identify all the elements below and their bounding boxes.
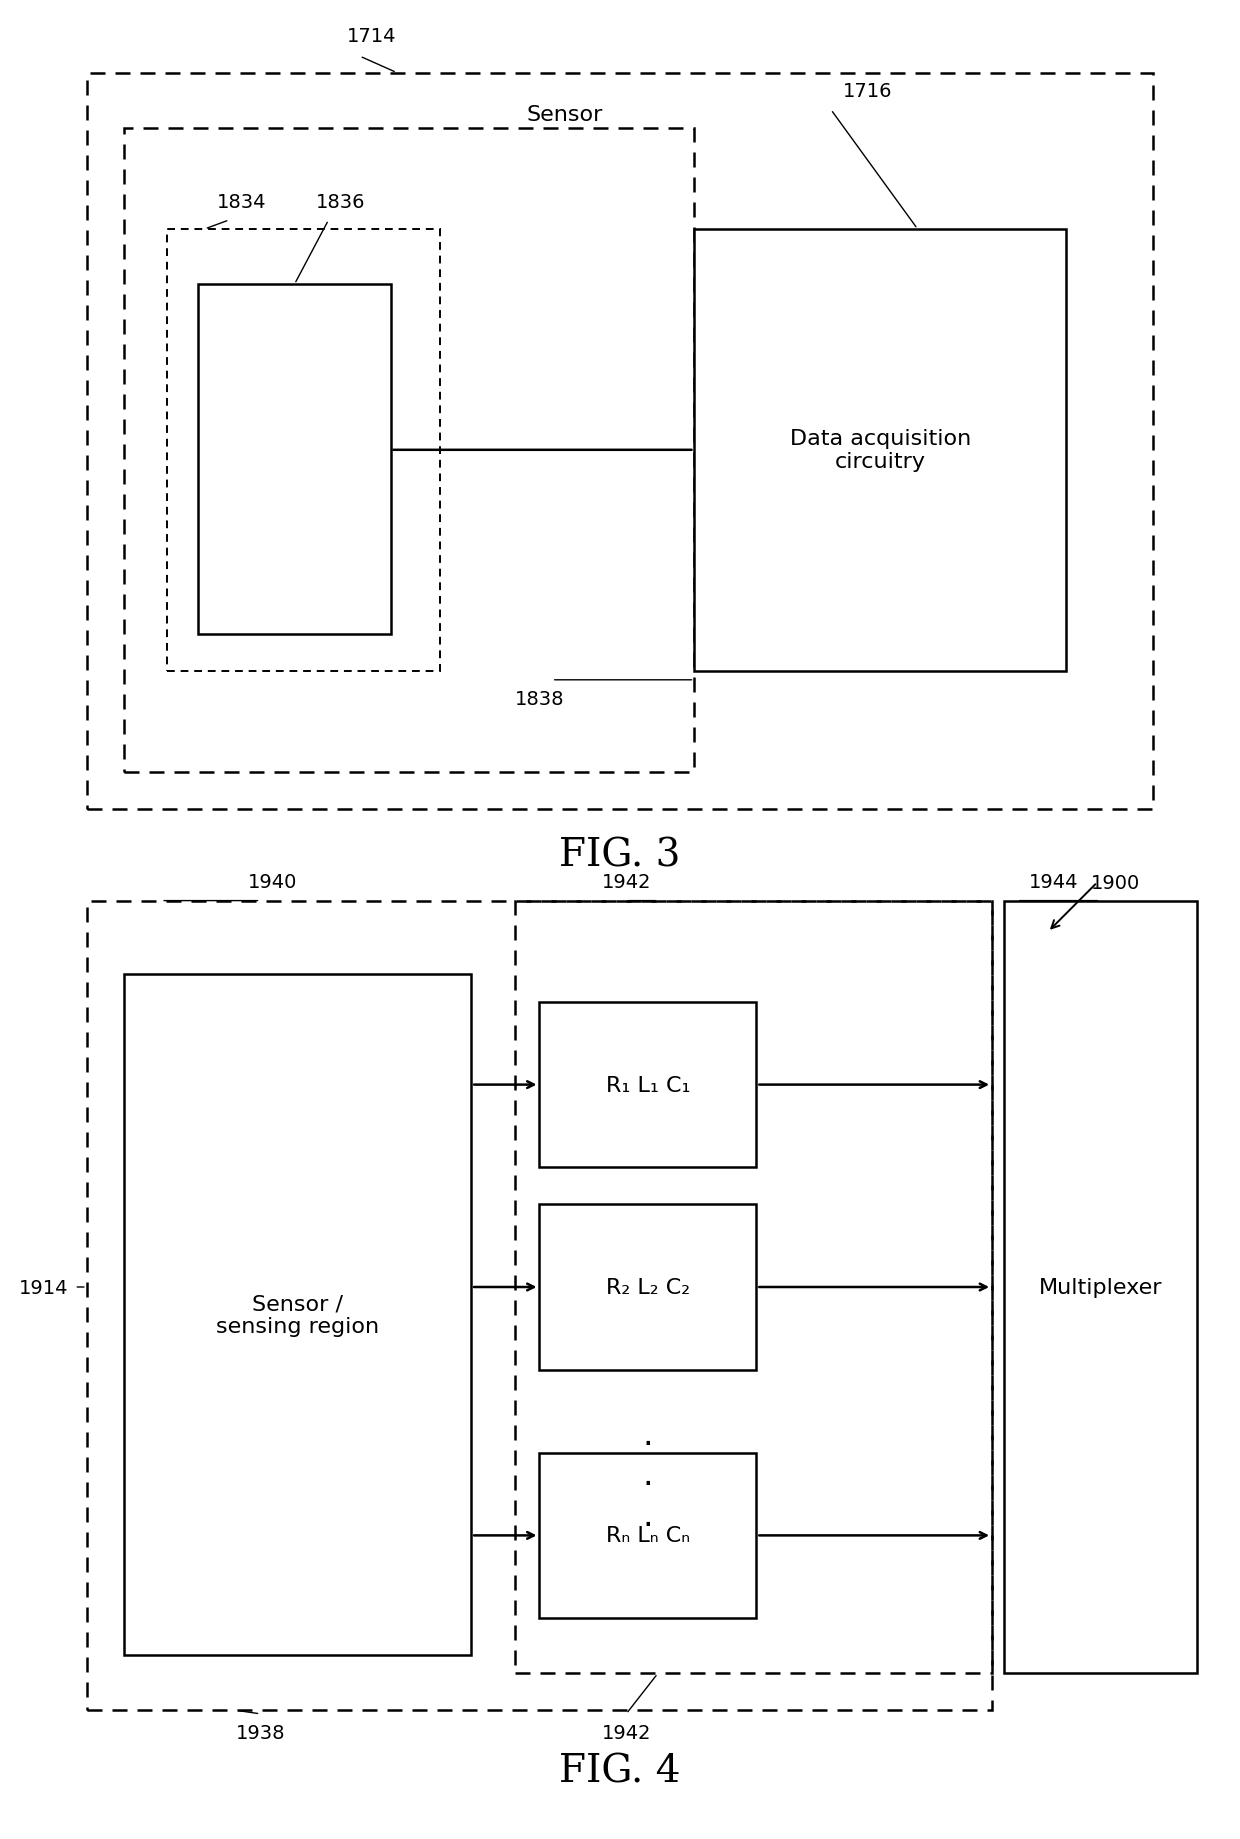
Text: 1834: 1834 [217,193,267,211]
FancyBboxPatch shape [539,1205,756,1370]
Text: Multiplexer: Multiplexer [1039,1278,1162,1296]
Text: Rₙ Lₙ Cₙ: Rₙ Lₙ Cₙ [606,1526,689,1545]
Text: ⋅: ⋅ [642,1427,653,1460]
Text: Data acquisition
circuitry: Data acquisition circuitry [790,428,971,473]
Text: 1938: 1938 [236,1723,285,1742]
FancyBboxPatch shape [539,1453,756,1618]
Text: 1944: 1944 [1029,874,1079,892]
Text: 1940: 1940 [248,874,298,892]
Text: 1942: 1942 [601,1723,651,1742]
Text: 1716: 1716 [843,83,893,101]
FancyBboxPatch shape [539,1002,756,1168]
Text: ⋅: ⋅ [642,1508,653,1541]
Text: 1900: 1900 [1091,874,1141,892]
FancyBboxPatch shape [124,975,471,1655]
Text: 1836: 1836 [316,193,366,211]
Text: 1914: 1914 [19,1278,68,1296]
Text: 1838: 1838 [515,690,564,708]
FancyBboxPatch shape [694,230,1066,671]
Text: Sensor /
sensing region: Sensor / sensing region [216,1293,379,1337]
FancyBboxPatch shape [198,285,391,634]
Text: ⋅: ⋅ [642,1468,653,1501]
Text: R₁ L₁ C₁: R₁ L₁ C₁ [605,1076,691,1094]
Text: 1714: 1714 [347,28,397,46]
FancyBboxPatch shape [1004,901,1197,1673]
Text: FIG. 3: FIG. 3 [559,837,681,874]
Text: FIG. 4: FIG. 4 [559,1753,681,1789]
Text: R₂ L₂ C₂: R₂ L₂ C₂ [606,1278,689,1296]
Text: Sensor: Sensor [527,105,604,125]
Text: 1942: 1942 [601,874,651,892]
